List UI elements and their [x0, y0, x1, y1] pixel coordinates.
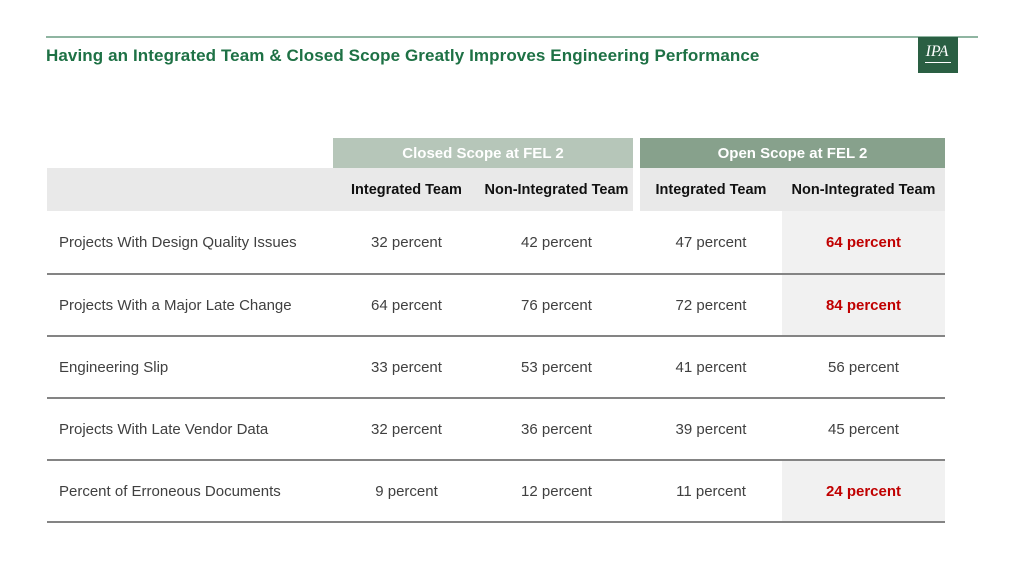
value-cell: 12 percent — [521, 482, 592, 500]
row-label: Percent of Erroneous Documents — [59, 482, 281, 500]
row-label: Projects With Design Quality Issues — [59, 233, 297, 251]
value-cell: 56 percent — [828, 358, 899, 376]
header-divider-line — [46, 36, 978, 38]
column-gap — [633, 461, 640, 521]
value-cell-highlighted: 64 percent — [782, 211, 945, 273]
table-row: Engineering Slip 33 percent 53 percent 4… — [47, 335, 945, 397]
value-cell: 76 percent — [521, 296, 592, 314]
scope-header-spacer — [47, 138, 333, 168]
column-gap — [633, 138, 640, 168]
ipa-logo: IPA — [918, 37, 958, 73]
row-label: Projects With a Major Late Change — [59, 296, 292, 314]
table-row: Projects With Late Vendor Data 32 percen… — [47, 397, 945, 459]
team-header: Non-Integrated Team — [782, 168, 945, 211]
column-gap — [633, 337, 640, 397]
row-label: Engineering Slip — [59, 358, 169, 376]
scope-header-closed: Closed Scope at FEL 2 — [333, 138, 633, 168]
column-gap — [633, 168, 640, 211]
table-row: Projects With a Major Late Change 64 per… — [47, 273, 945, 335]
team-header: Integrated Team — [640, 168, 782, 211]
column-gap — [633, 211, 640, 273]
team-header: Non-Integrated Team — [480, 168, 633, 211]
value-cell: 72 percent — [675, 296, 747, 314]
value-cell: 9 percent — [375, 482, 438, 500]
value-cell: 53 percent — [521, 358, 592, 376]
team-header-spacer — [47, 168, 333, 211]
slide-title: Having an Integrated Team & Closed Scope… — [46, 46, 760, 65]
value-cell-highlighted: 24 percent — [782, 461, 945, 521]
row-label: Projects With Late Vendor Data — [59, 420, 269, 438]
column-gap — [633, 275, 640, 335]
column-gap — [633, 399, 640, 459]
value-cell: 41 percent — [675, 358, 747, 376]
value-cell: 64 percent — [371, 296, 442, 314]
value-cell: 11 percent — [676, 482, 746, 500]
value-cell: 33 percent — [371, 358, 442, 376]
scope-header-row: Closed Scope at FEL 2 Open Scope at FEL … — [47, 138, 945, 168]
ipa-logo-text: IPA — [924, 43, 952, 63]
value-cell: 47 percent — [675, 233, 747, 251]
table-row: Percent of Erroneous Documents 9 percent… — [47, 459, 945, 521]
value-cell: 42 percent — [521, 233, 592, 251]
performance-table: Closed Scope at FEL 2 Open Scope at FEL … — [47, 138, 945, 523]
value-cell: 45 percent — [828, 420, 899, 438]
team-header: Integrated Team — [333, 168, 480, 211]
table-row: Projects With Design Quality Issues 32 p… — [47, 211, 945, 273]
value-cell: 32 percent — [371, 233, 442, 251]
scope-header-open: Open Scope at FEL 2 — [640, 138, 945, 168]
team-header-row: Integrated Team Non-Integrated Team Inte… — [47, 168, 945, 211]
value-cell: 32 percent — [371, 420, 442, 438]
value-cell: 36 percent — [521, 420, 592, 438]
value-cell-highlighted: 84 percent — [782, 275, 945, 335]
value-cell: 39 percent — [675, 420, 747, 438]
